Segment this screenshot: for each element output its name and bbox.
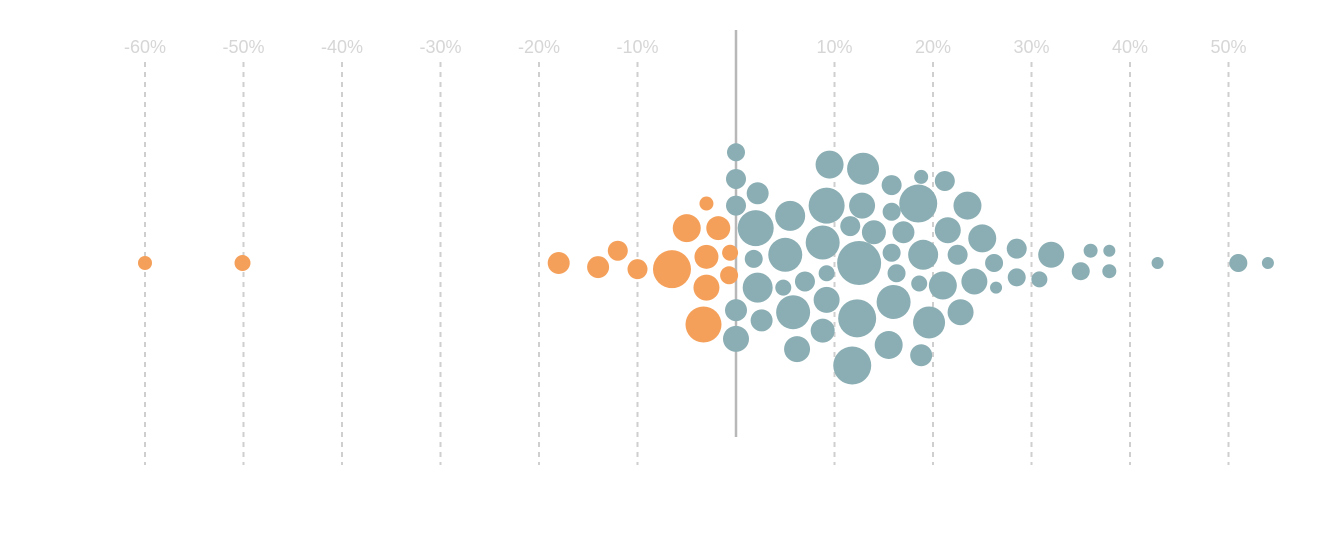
data-point — [775, 279, 792, 296]
data-point — [833, 346, 872, 385]
data-point — [737, 210, 774, 247]
data-point — [968, 224, 997, 253]
data-point — [727, 143, 745, 162]
data-point — [847, 152, 880, 185]
data-point — [874, 331, 903, 359]
data-point — [876, 284, 911, 319]
data-point — [1229, 254, 1248, 272]
data-point — [607, 240, 628, 261]
data-point — [808, 187, 845, 224]
data-point — [837, 241, 882, 285]
data-point — [706, 216, 731, 241]
data-point — [887, 264, 906, 283]
data-point — [587, 256, 610, 279]
data-point — [910, 344, 933, 367]
data-point — [1103, 244, 1116, 257]
data-point — [652, 250, 691, 289]
data-point — [861, 220, 886, 245]
data-point — [953, 191, 982, 220]
x-tick-label: -20% — [518, 37, 560, 57]
x-tick-label: 10% — [816, 37, 852, 57]
data-point — [750, 309, 773, 332]
data-point — [1261, 257, 1274, 269]
x-tick-label: -10% — [616, 37, 658, 57]
data-point — [805, 225, 840, 260]
x-tick-label: 30% — [1013, 37, 1049, 57]
x-tick-label: -60% — [124, 37, 166, 57]
data-point — [840, 216, 861, 237]
data-point — [899, 184, 938, 223]
data-point — [784, 336, 811, 363]
x-tick-label: -40% — [321, 37, 363, 57]
data-point — [1151, 257, 1164, 269]
data-point — [882, 243, 901, 262]
data-point — [746, 182, 769, 205]
data-point — [815, 150, 844, 179]
x-tick-label: 20% — [915, 37, 951, 57]
data-point — [685, 306, 722, 343]
data-point — [722, 244, 739, 261]
data-point — [1071, 262, 1090, 281]
data-point — [881, 175, 902, 196]
data-point — [914, 169, 929, 184]
data-point — [892, 221, 915, 244]
data-point — [672, 214, 701, 243]
x-tick-label: 40% — [1112, 37, 1148, 57]
data-point — [547, 252, 570, 274]
x-tick-label: -50% — [222, 37, 264, 57]
data-point — [693, 274, 720, 301]
data-point — [913, 306, 946, 339]
data-point — [934, 217, 961, 244]
data-point — [911, 275, 928, 292]
data-point — [138, 256, 152, 270]
data-point — [775, 200, 806, 231]
x-tick-label: -30% — [419, 37, 461, 57]
data-point — [908, 239, 939, 270]
data-point — [1102, 264, 1117, 279]
data-point — [694, 244, 719, 269]
data-point — [627, 259, 648, 280]
data-point — [928, 271, 957, 300]
data-point — [1006, 238, 1027, 259]
data-point — [699, 196, 714, 211]
data-point — [1083, 243, 1098, 258]
data-point — [768, 237, 803, 272]
data-point — [838, 299, 877, 338]
data-point — [723, 325, 749, 352]
data-points — [138, 143, 1274, 385]
data-point — [813, 286, 840, 313]
data-point — [794, 271, 815, 292]
data-point — [849, 192, 876, 219]
data-point — [725, 299, 747, 322]
data-point — [961, 268, 988, 295]
data-point — [985, 254, 1004, 272]
data-point — [726, 168, 746, 189]
data-point — [1007, 268, 1026, 287]
x-tick-label: 50% — [1210, 37, 1246, 57]
data-point — [726, 195, 746, 216]
data-point — [776, 295, 811, 330]
data-point — [947, 244, 968, 265]
data-point — [744, 249, 763, 268]
data-point — [1031, 271, 1048, 288]
data-point — [742, 272, 773, 303]
data-point — [947, 299, 974, 326]
data-point — [934, 171, 955, 191]
data-point — [1038, 241, 1065, 268]
data-point — [882, 202, 901, 221]
data-point — [818, 265, 835, 282]
data-point — [810, 318, 835, 343]
data-point — [234, 255, 251, 271]
x-tick-labels: -60% -50% -40% -30% -20% -10% 10% 20% 30% 40% 50% — [124, 37, 1247, 57]
data-point — [990, 281, 1003, 294]
data-point — [720, 266, 739, 285]
